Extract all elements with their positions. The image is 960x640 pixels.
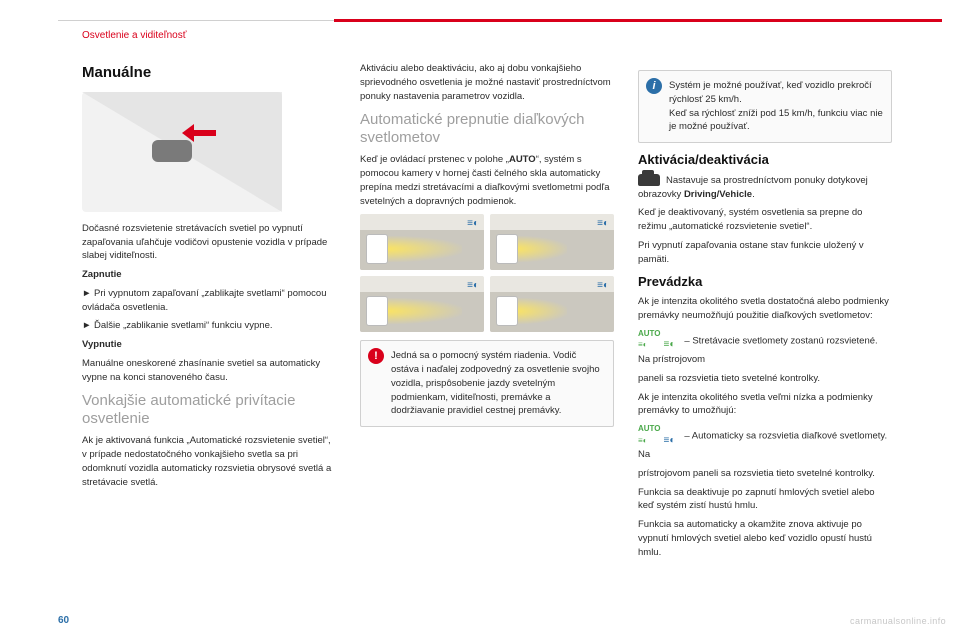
breadcrumb: Osvetlenie a viditeľnosť [82, 30, 187, 41]
high-beam-icon: ≡◐ [664, 434, 676, 449]
para: paneli sa rozsvietia tieto svetelné kont… [638, 372, 892, 386]
para-lamp-high: AUTO≡◐≡◐– Automaticky sa rozsvietia diaľ… [638, 423, 892, 462]
column-2: Aktiváciu alebo deaktiváciu, ako aj dobu… [360, 62, 614, 564]
para-text: . [752, 189, 755, 200]
menu-name: Driving/Vehicle [684, 189, 752, 200]
para: Ak je intenzita okolitého svetla veľmi n… [638, 391, 892, 419]
beam-scene-2: ≡◐ [490, 214, 614, 270]
warning-box: Jedná sa o pomocný systém riadenia. Vodi… [360, 340, 614, 427]
para: prístrojovom paneli sa rozsvietia tieto … [638, 467, 892, 481]
figure-stalk-tip [152, 140, 192, 162]
watermark: carmanualsonline.info [850, 616, 946, 626]
heading-aktivacia: Aktivácia/deaktivácia [638, 151, 892, 170]
beam-scene-4: ≡◐ [490, 276, 614, 332]
header-rule-light [58, 20, 334, 21]
car-icon [638, 174, 660, 186]
para: Keď je ovládací prstenec v polohe „AUTO“… [360, 153, 614, 208]
content-columns: Manuálne Dočasné rozsvietenie stretávací… [82, 62, 892, 564]
label-zapnutie: Zapnutie [82, 268, 336, 282]
auto-icon: AUTO≡◐ [638, 423, 661, 446]
para: Funkcia sa deaktivuje po zapnutí hmlovýc… [638, 486, 892, 514]
para: Dočasné rozsvietenie stretávacích svetie… [82, 222, 336, 263]
column-1: Manuálne Dočasné rozsvietenie stretávací… [82, 62, 336, 564]
figure-stalk [82, 92, 282, 212]
low-beam-icon: ≡◐ [664, 338, 676, 353]
para: Pri vypnutí zapaľovania ostane stav funk… [638, 239, 892, 267]
beam-scene-3: ≡◐ [360, 276, 484, 332]
para: ► Pri vypnutom zapaľovaní „zablikajte sv… [82, 287, 336, 315]
heading-manual: Manuálne [82, 62, 336, 84]
lamp-icons-low: AUTO≡◐≡◐ [638, 328, 678, 353]
high-beam-icon: ≡◐ [467, 279, 479, 294]
para-text: Keď je ovládací prstenec v polohe „ [360, 154, 509, 165]
figure-beam-grid: ≡◐ ≡◐ ≡◐ ≡◐ [360, 214, 614, 332]
para: Nastavuje sa prostredníctvom ponuky doty… [638, 174, 892, 202]
heading-auto-highbeam: Automatické prepnutie diaľkových svetlom… [360, 111, 614, 147]
low-beam-icon: ≡◐ [597, 279, 609, 294]
lamp-icons-high: AUTO≡◐≡◐ [638, 423, 678, 448]
para-lamp-low: AUTO≡◐≡◐– Stretávacie svetlomety zostanú… [638, 328, 892, 367]
low-beam-icon: ≡◐ [597, 217, 609, 232]
auto-word: AUTO [509, 154, 536, 165]
high-beam-icon: ≡◐ [467, 217, 479, 232]
page-number: 60 [58, 615, 69, 626]
info-box: Systém je možné používať, keď vozidlo pr… [638, 70, 892, 143]
para: Manuálne oneskorené zhasínanie svetiel s… [82, 357, 336, 385]
label-vypnutie: Vypnutie [82, 338, 336, 352]
beam-scene-1: ≡◐ [360, 214, 484, 270]
auto-icon: AUTO≡◐ [638, 328, 661, 351]
para: Aktiváciu alebo deaktiváciu, ako aj dobu… [360, 62, 614, 103]
heading-welcome-light: Vonkajšie automatické privítacie osvetle… [82, 392, 336, 428]
para: ► Ďalšie „zablikanie svetlami“ funkciu v… [82, 319, 336, 333]
figure-red-arrow [182, 126, 216, 140]
info-text-1: Systém je možné používať, keď vozidlo pr… [669, 80, 872, 105]
para: Ak je aktivovaná funkcia „Automatické ro… [82, 434, 336, 489]
info-text-2: Keď sa rýchlosť zníži pod 15 km/h, funkc… [669, 108, 883, 133]
column-3: Systém je možné používať, keď vozidlo pr… [638, 62, 892, 564]
para: Keď je deaktivovaný, systém osvetlenia s… [638, 206, 892, 234]
para: Funkcia sa automaticky a okamžite znova … [638, 518, 892, 559]
warning-text: Jedná sa o pomocný systém riadenia. Vodi… [391, 350, 600, 416]
para: Ak je intenzita okolitého svetla dostato… [638, 295, 892, 323]
heading-prevadzka: Prevádzka [638, 273, 892, 292]
header-rule-red [334, 19, 942, 22]
